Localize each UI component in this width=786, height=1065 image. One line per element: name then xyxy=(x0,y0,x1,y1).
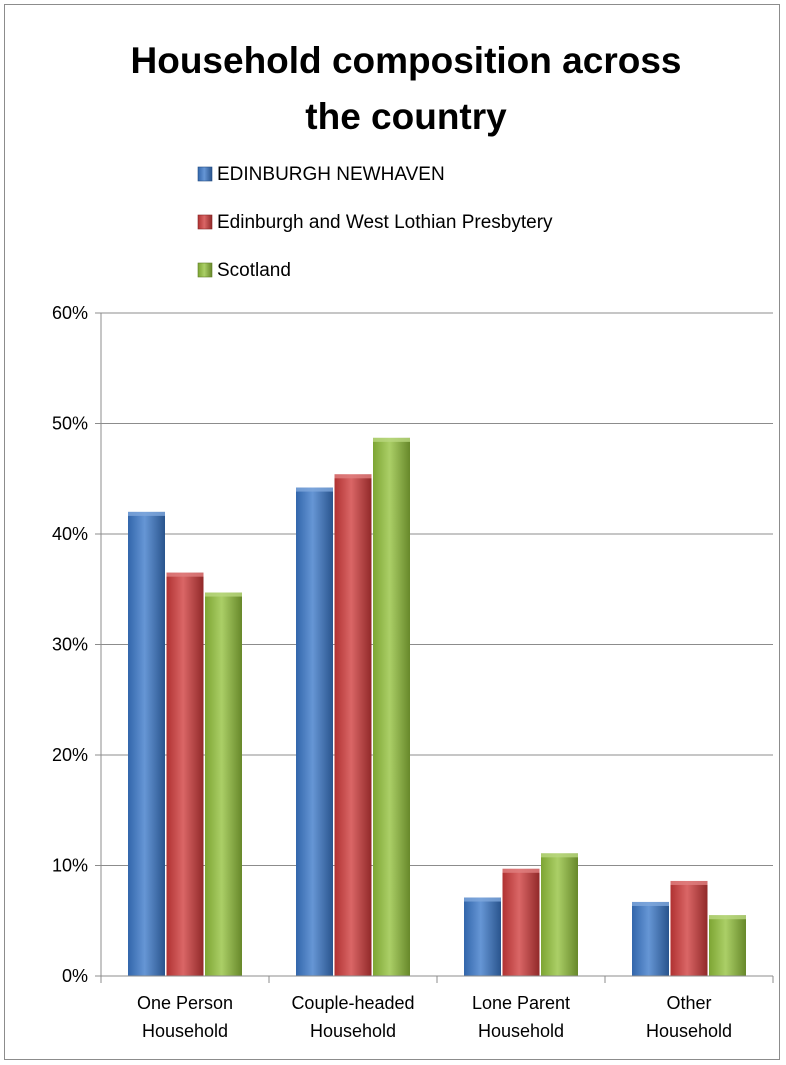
bar xyxy=(632,901,669,976)
legend-label: EDINBURGH NEWHAVEN xyxy=(217,164,445,185)
chart-title: Household composition across the country xyxy=(131,40,682,137)
x-category-label: Other Household xyxy=(646,993,732,1041)
x-category-label: One Person Household xyxy=(137,993,233,1041)
legend-label: Edinburgh and West Lothian Presbytery xyxy=(217,212,553,233)
y-tick-label: 40% xyxy=(52,524,88,544)
legend-swatch xyxy=(197,214,213,230)
legend-label: Scotland xyxy=(217,260,291,281)
legend-item: Scotland xyxy=(197,260,291,281)
x-category-label: Couple-headed Household xyxy=(291,993,414,1041)
bar xyxy=(670,880,708,976)
bar xyxy=(502,868,540,976)
bar xyxy=(709,915,746,976)
bar xyxy=(464,897,501,976)
legend-item: Edinburgh and West Lothian Presbytery xyxy=(197,212,553,233)
y-tick-label: 20% xyxy=(52,745,88,765)
bar-chart: Household composition across the country… xyxy=(52,40,774,1041)
chart-frame: Household composition across the country… xyxy=(4,4,780,1060)
bar xyxy=(541,853,578,976)
y-axis-ticks: 0% 10% 20% 30% 40% 50% 60% xyxy=(52,303,101,986)
legend: EDINBURGH NEWHAVEN Edinburgh and West Lot… xyxy=(197,164,553,281)
legend-swatch xyxy=(197,166,213,182)
legend-item: EDINBURGH NEWHAVEN xyxy=(197,164,445,185)
bar xyxy=(166,572,204,976)
chart-title-line: Household composition across xyxy=(131,40,682,81)
y-tick-label: 0% xyxy=(62,966,88,986)
y-tick-label: 30% xyxy=(52,635,88,655)
y-tick-label: 10% xyxy=(52,856,88,876)
legend-swatch xyxy=(197,262,213,278)
bar xyxy=(334,474,372,976)
bar xyxy=(205,592,242,976)
x-category-label: Lone Parent Household xyxy=(472,993,570,1041)
chart-title-line: the country xyxy=(305,96,507,137)
bar xyxy=(296,487,333,976)
bar xyxy=(128,511,165,976)
y-tick-label: 60% xyxy=(52,303,88,323)
y-tick-label: 50% xyxy=(52,414,88,434)
bars xyxy=(128,437,746,976)
x-axis-labels: One Person Household Couple-headed Househol… xyxy=(137,993,732,1041)
bar xyxy=(373,437,410,976)
